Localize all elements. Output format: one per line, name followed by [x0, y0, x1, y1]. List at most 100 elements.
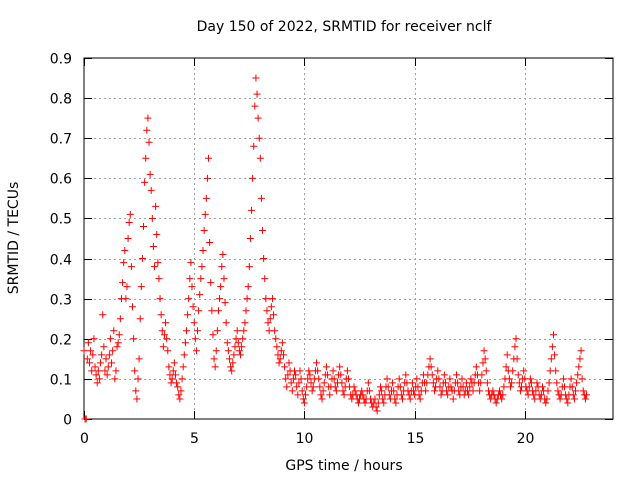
- data-point: [502, 363, 510, 371]
- data-point: [512, 335, 520, 343]
- data-point: [579, 387, 587, 395]
- data-point: [271, 327, 279, 335]
- data-point: [124, 235, 132, 242]
- data-point: [563, 395, 571, 403]
- data-point: [97, 359, 105, 367]
- data-point: [115, 331, 123, 339]
- data-point: [288, 387, 296, 395]
- data-point: [498, 395, 506, 403]
- data-point: [379, 395, 387, 403]
- data-point: [581, 395, 589, 403]
- data-point: [319, 387, 327, 395]
- data-point: [306, 371, 314, 379]
- data-point: [278, 339, 286, 347]
- data-point: [426, 355, 434, 363]
- plot-frame: [83, 57, 614, 420]
- data-point: [236, 351, 244, 359]
- data-point: [127, 263, 135, 271]
- data-point: [92, 371, 100, 379]
- data-point: [159, 343, 167, 351]
- data-point: [218, 263, 226, 271]
- data-point: [373, 407, 381, 415]
- data-point: [391, 395, 399, 403]
- data-point: [281, 363, 289, 371]
- data-point: [102, 355, 110, 363]
- y-tick-label: 0.4: [50, 253, 72, 269]
- data-point: [297, 375, 305, 383]
- y-tick-label: 0.6: [50, 172, 72, 188]
- data-point: [454, 379, 462, 387]
- data-point: [351, 387, 359, 395]
- data-point: [467, 375, 475, 383]
- data-point: [112, 367, 120, 375]
- data-point: [453, 371, 461, 379]
- data-point: [84, 339, 92, 347]
- data-point: [492, 399, 500, 407]
- data-point: [316, 383, 324, 391]
- y-tick-label: 0.3: [50, 293, 72, 309]
- data-point: [253, 90, 261, 98]
- data-point: [483, 379, 491, 387]
- data-point: [444, 391, 452, 399]
- data-point: [350, 383, 358, 391]
- data-point: [155, 275, 163, 283]
- data-point: [228, 367, 236, 375]
- data-point: [252, 74, 260, 82]
- data-point: [227, 363, 235, 371]
- data-point: [389, 379, 397, 387]
- data-point: [178, 375, 186, 383]
- data-point: [300, 399, 308, 407]
- data-point: [138, 255, 146, 263]
- data-point: [413, 375, 421, 383]
- data-point: [259, 226, 267, 234]
- data-point: [285, 359, 293, 367]
- data-point: [132, 387, 140, 395]
- data-point: [361, 399, 369, 407]
- data-point: [201, 210, 209, 218]
- data-point: [549, 331, 557, 339]
- data-point: [309, 383, 317, 391]
- data-point: [547, 355, 555, 363]
- data-point: [583, 391, 591, 399]
- data-point: [503, 351, 511, 359]
- data-point: [338, 379, 346, 387]
- data-point: [233, 327, 241, 335]
- data-point: [109, 347, 117, 355]
- data-point: [455, 387, 463, 395]
- data-point: [162, 319, 170, 327]
- data-point: [569, 391, 577, 399]
- data-point: [396, 383, 404, 391]
- data-point: [147, 186, 155, 194]
- x-tick-label: 5: [190, 431, 199, 447]
- data-point: [240, 327, 248, 335]
- data-point: [329, 367, 337, 375]
- data-point: [251, 102, 259, 110]
- data-point: [282, 375, 290, 383]
- data-point: [324, 371, 332, 379]
- data-point: [144, 114, 152, 122]
- data-point: [141, 178, 149, 186]
- data-point: [548, 343, 556, 351]
- data-point: [466, 383, 474, 391]
- data-point: [151, 263, 159, 271]
- data-point: [120, 259, 128, 267]
- data-point: [197, 275, 205, 283]
- data-point: [207, 279, 215, 287]
- data-point: [250, 142, 258, 150]
- data-point: [202, 194, 210, 202]
- data-point: [305, 367, 313, 375]
- data-point: [508, 379, 516, 387]
- data-point: [397, 391, 405, 399]
- data-point: [556, 395, 564, 403]
- data-point: [481, 355, 489, 363]
- data-point: [395, 375, 403, 383]
- data-point: [331, 383, 339, 391]
- data-point: [559, 375, 567, 383]
- data-point: [212, 347, 220, 355]
- data-point: [238, 343, 246, 351]
- x-tick-label: 10: [296, 431, 314, 447]
- data-point: [134, 375, 142, 383]
- data-point: [261, 275, 269, 283]
- data-point: [179, 363, 187, 371]
- data-point: [345, 375, 352, 383]
